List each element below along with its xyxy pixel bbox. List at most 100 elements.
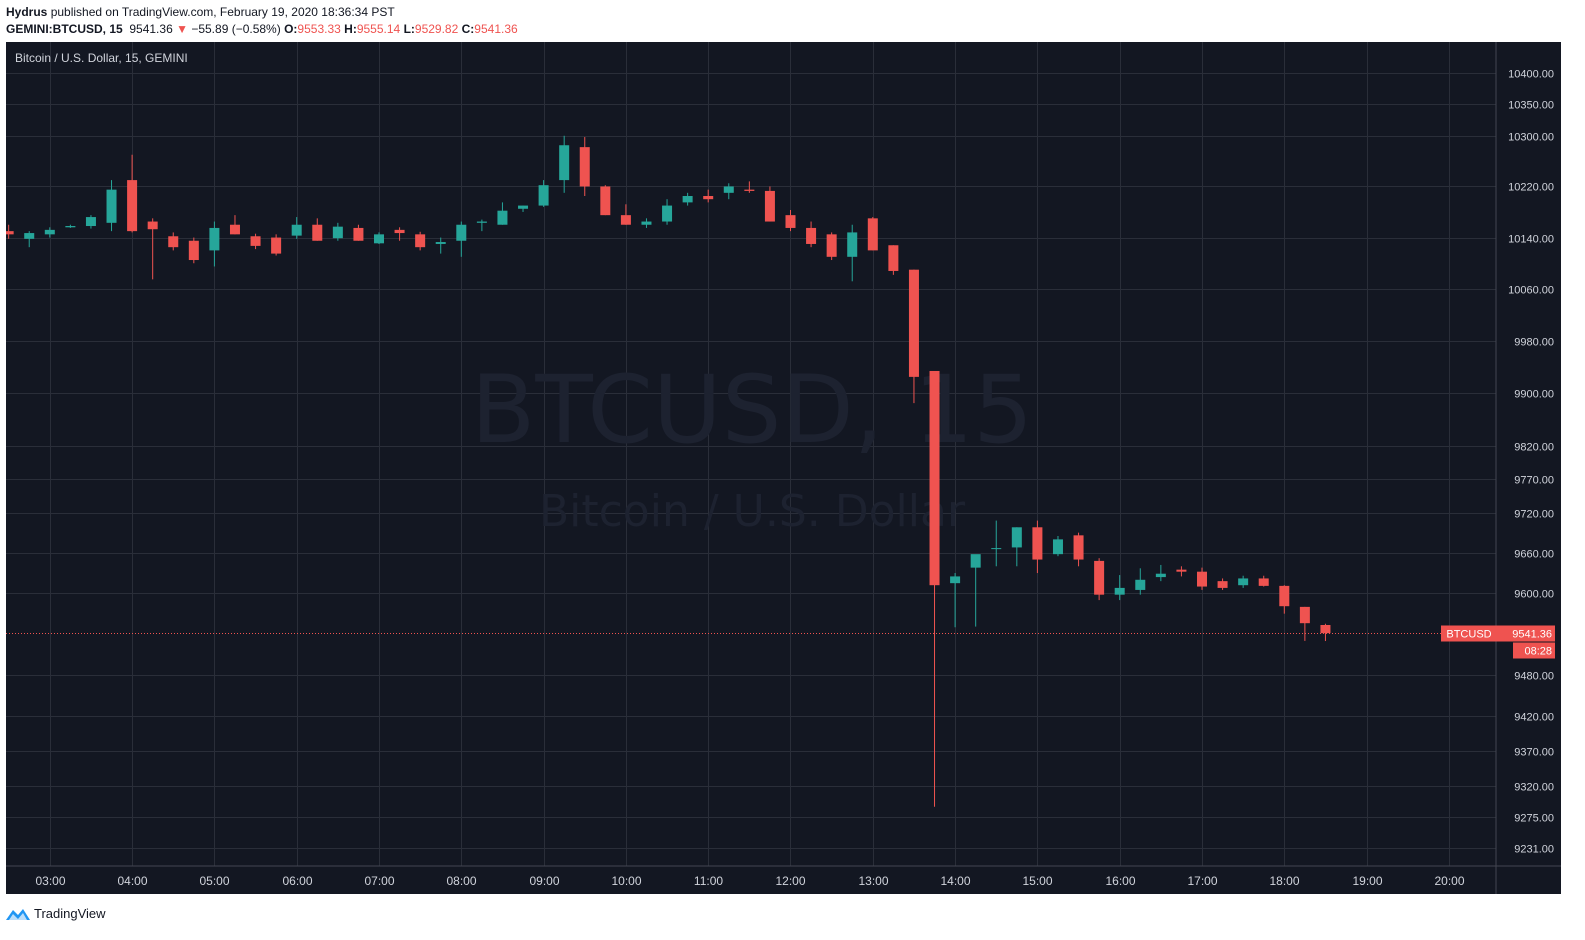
candle-body	[950, 576, 961, 584]
price-tick-label: 9600.00	[1514, 589, 1554, 601]
watermark-name: Bitcoin / U.S. Dollar	[539, 486, 966, 537]
time-tick-label: 10:00	[611, 874, 641, 888]
symbol-tag-bg	[1441, 625, 1497, 642]
publish-text: published on TradingView.com, February 1…	[50, 5, 395, 19]
candle-body	[620, 215, 631, 225]
price-tick-label: 9480.00	[1514, 671, 1554, 683]
candlestick-chart[interactable]: BTCUSD, 15 Bitcoin / U.S. Dollar 10400.0…	[6, 42, 1561, 894]
candle-body	[1320, 624, 1331, 634]
candle-body	[374, 234, 384, 244]
candle-body	[44, 229, 55, 235]
candle-body	[908, 269, 919, 377]
candle-body	[332, 226, 343, 239]
grid-lines	[6, 42, 1496, 866]
price-tick-label: 10140.00	[1508, 234, 1554, 246]
candle-body	[888, 245, 899, 271]
low-value: 9529.82	[414, 22, 459, 36]
candle-body	[1197, 571, 1207, 587]
close-label: C:	[461, 22, 475, 36]
candle-body	[209, 227, 220, 251]
candle-body	[641, 221, 652, 225]
price-tick-label: 9980.00	[1514, 337, 1554, 349]
candle-body	[785, 215, 796, 228]
time-tick-label: 09:00	[529, 874, 559, 888]
price-tick-label: 10400.00	[1508, 69, 1554, 81]
chart-area[interactable]: BTCUSD, 15 Bitcoin / U.S. Dollar 10400.0…	[6, 42, 1561, 894]
open-label: O:	[284, 22, 298, 36]
countdown-label: 08:28	[1524, 646, 1552, 658]
price-tick-label: 9320.00	[1514, 782, 1554, 794]
candle-body	[538, 185, 549, 206]
symbol-name: GEMINI:BTCUSD, 15	[6, 22, 123, 36]
price-tick-label: 10350.00	[1508, 100, 1554, 112]
candle-body	[929, 370, 940, 586]
candle-body	[1114, 587, 1125, 595]
chart-header: Hydrus published on TradingView.com, Feb…	[0, 0, 1585, 42]
tradingview-logo[interactable]: TradingView	[6, 906, 106, 921]
time-tick-label: 18:00	[1269, 874, 1299, 888]
time-tick-label: 13:00	[858, 874, 888, 888]
candle-body	[250, 236, 261, 246]
candle-body	[147, 221, 158, 230]
candle-body	[106, 189, 117, 223]
time-tick-label: 04:00	[117, 874, 147, 888]
high-label: H:	[344, 22, 357, 36]
candle-body	[764, 190, 775, 222]
candle-body	[662, 205, 673, 222]
axes	[6, 42, 1561, 894]
candle-body	[415, 234, 426, 248]
down-arrow-icon: ▼	[176, 22, 188, 36]
candle-body	[394, 229, 405, 234]
price-tag-bg	[1497, 625, 1555, 642]
candle-body	[703, 196, 714, 200]
candle-body	[867, 218, 878, 251]
candle-body	[600, 186, 611, 216]
candle-body	[518, 205, 529, 209]
candle-body	[1011, 527, 1022, 548]
tradingview-logo-icon	[6, 908, 30, 920]
price-change: −55.89 (−0.58%)	[191, 22, 281, 36]
price-tick-label: 10220.00	[1508, 182, 1554, 194]
price-tick-label: 9420.00	[1514, 712, 1554, 724]
candle-body	[1052, 539, 1063, 555]
candle-body	[1032, 527, 1043, 560]
candle-body	[579, 147, 590, 187]
high-value: 9555.14	[356, 22, 401, 36]
time-tick-label: 06:00	[282, 874, 312, 888]
price-tick-label: 9370.00	[1514, 747, 1554, 759]
candles	[6, 135, 1331, 807]
candle-body	[271, 237, 282, 254]
candle-body	[1155, 573, 1166, 578]
time-tick-label: 11:00	[694, 874, 723, 888]
time-tick-label: 05:00	[199, 874, 229, 888]
time-axis[interactable]: 03:00 04:00 05:00 06:00 07:00 08:00 09:00 10:00…	[35, 874, 1464, 888]
candle-body	[1217, 581, 1228, 588]
price-tick-label: 9660.00	[1514, 549, 1554, 561]
time-tick-label: 17:00	[1187, 874, 1217, 888]
candle-body	[476, 221, 487, 223]
candle-body	[723, 186, 734, 193]
price-axis[interactable]: 10400.00 10350.00 10300.00 10220.00 10140.00…	[1508, 69, 1554, 856]
candle-body	[24, 233, 35, 239]
candle-body	[806, 227, 817, 244]
candle-body	[744, 189, 755, 191]
low-label: L:	[403, 22, 415, 36]
price-tick-label: 9720.00	[1514, 509, 1554, 521]
open-value: 9553.33	[297, 22, 341, 36]
candle-body	[559, 145, 570, 181]
candle-body	[1238, 578, 1249, 586]
candle-body	[847, 232, 858, 257]
candle-body	[1176, 569, 1187, 572]
price-tick-label: 9770.00	[1514, 475, 1554, 487]
time-tick-label: 07:00	[364, 874, 394, 888]
price-tag-value: 9541.36	[1512, 629, 1552, 641]
chart-title: Bitcoin / U.S. Dollar, 15, GEMINI	[15, 51, 188, 65]
watermark-symbol: BTCUSD, 15	[471, 356, 1033, 465]
candle-body	[1299, 606, 1310, 624]
symbol-tag-label: BTCUSD	[1446, 629, 1491, 641]
publisher-name[interactable]: Hydrus	[6, 5, 48, 19]
candle-body	[826, 234, 837, 257]
price-tick-label: 9275.00	[1514, 813, 1554, 825]
candle-body	[65, 226, 76, 228]
price-tick-label: 9231.00	[1514, 844, 1554, 856]
